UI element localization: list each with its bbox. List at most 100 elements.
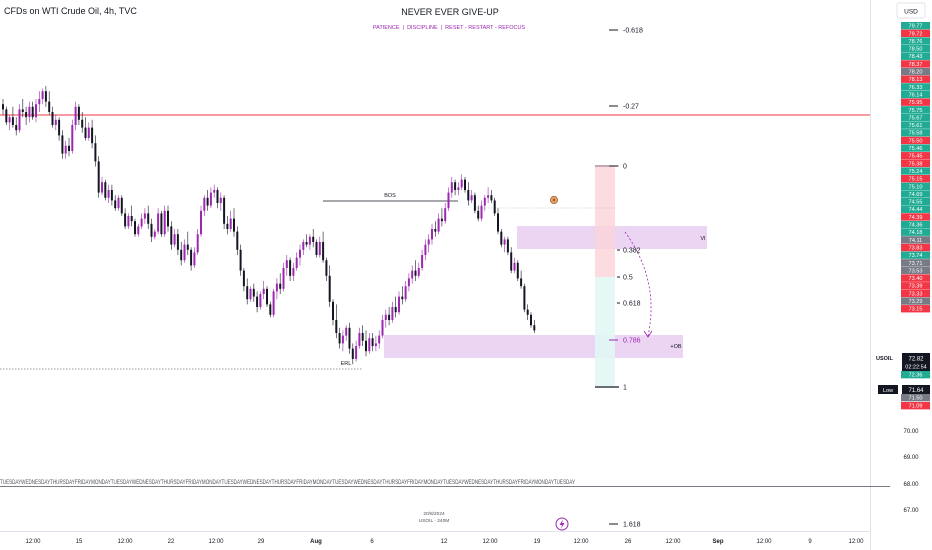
candle[interactable]	[282, 262, 285, 292]
candle[interactable]	[68, 138, 70, 157]
candle[interactable]	[322, 231, 325, 263]
candle[interactable]	[457, 182, 460, 196]
currency-button[interactable]: USD	[896, 2, 926, 19]
candle[interactable]	[388, 307, 391, 326]
candle[interactable]	[183, 239, 186, 263]
candle[interactable]	[193, 247, 196, 268]
candle[interactable]	[77, 104, 80, 125]
candle[interactable]	[35, 99, 37, 123]
candle[interactable]	[147, 205, 150, 229]
candle[interactable]	[411, 265, 414, 284]
candle[interactable]	[414, 260, 417, 281]
candle[interactable]	[401, 286, 404, 305]
fib-level[interactable]: -0.618	[609, 28, 643, 35]
candle[interactable]	[302, 239, 305, 255]
candle[interactable]	[308, 234, 311, 250]
candle[interactable]	[134, 218, 136, 237]
candle[interactable]	[450, 177, 453, 198]
candle[interactable]	[437, 213, 440, 235]
candle[interactable]	[328, 265, 331, 307]
candle[interactable]	[259, 291, 262, 310]
candle[interactable]	[404, 281, 407, 302]
fib-level[interactable]: 0	[595, 164, 627, 171]
candle[interactable]	[365, 330, 367, 357]
candle[interactable]	[312, 229, 315, 248]
candle[interactable]	[262, 281, 265, 300]
candle[interactable]	[361, 325, 364, 346]
candle[interactable]	[219, 192, 222, 211]
fib-level[interactable]: 0.382	[617, 248, 641, 255]
candle[interactable]	[124, 208, 127, 229]
candle[interactable]	[407, 273, 410, 292]
candle[interactable]	[483, 195, 486, 211]
candle[interactable]	[421, 249, 424, 271]
candle[interactable]	[236, 226, 239, 255]
candle[interactable]	[176, 229, 179, 255]
candle[interactable]	[467, 182, 470, 206]
candle[interactable]	[371, 333, 374, 352]
candle[interactable]	[355, 340, 358, 362]
candle[interactable]	[358, 327, 361, 349]
candle[interactable]	[2, 99, 4, 115]
candle[interactable]	[21, 99, 24, 118]
candle[interactable]	[140, 213, 143, 229]
candle[interactable]	[434, 221, 437, 237]
candle[interactable]	[424, 239, 427, 261]
candle[interactable]	[338, 327, 341, 349]
candle[interactable]	[5, 106, 8, 125]
candle[interactable]	[252, 283, 255, 302]
fib-level[interactable]: 0.5	[617, 275, 633, 282]
candle[interactable]	[533, 320, 536, 333]
candle[interactable]	[206, 190, 209, 211]
candle[interactable]	[110, 184, 113, 206]
candle[interactable]	[460, 174, 463, 190]
candle[interactable]	[292, 262, 295, 281]
candle[interactable]	[295, 252, 298, 271]
fib-level[interactable]: -0.27	[609, 104, 639, 111]
lightning-icon[interactable]	[555, 517, 569, 531]
candle[interactable]	[81, 112, 84, 133]
candle[interactable]	[530, 312, 532, 328]
candle[interactable]	[318, 236, 321, 258]
candle[interactable]	[41, 88, 44, 105]
candle[interactable]	[246, 278, 249, 305]
candle[interactable]	[513, 257, 516, 274]
candle[interactable]	[74, 101, 77, 131]
candle[interactable]	[249, 286, 252, 302]
candle[interactable]	[61, 130, 64, 159]
candle[interactable]	[180, 242, 183, 266]
fib-level[interactable]: 0.786	[609, 338, 641, 345]
candle[interactable]	[137, 223, 140, 237]
candle[interactable]	[289, 257, 292, 281]
candle[interactable]	[54, 114, 57, 131]
candle[interactable]	[510, 247, 513, 274]
candle[interactable]	[440, 208, 443, 227]
candle[interactable]	[351, 343, 354, 365]
candle[interactable]	[157, 208, 160, 235]
candle[interactable]	[97, 156, 100, 198]
candle[interactable]	[173, 229, 176, 248]
candle[interactable]	[374, 335, 377, 352]
candle[interactable]	[223, 195, 226, 229]
candle[interactable]	[130, 205, 133, 227]
candle[interactable]	[200, 205, 202, 237]
candle[interactable]	[163, 205, 166, 237]
candle[interactable]	[473, 192, 476, 214]
candle[interactable]	[325, 257, 328, 281]
candle[interactable]	[64, 140, 67, 159]
candle[interactable]	[368, 333, 371, 354]
candle[interactable]	[275, 278, 278, 300]
candle[interactable]	[490, 190, 493, 203]
candle[interactable]	[266, 286, 268, 307]
candle[interactable]	[150, 218, 153, 242]
candle[interactable]	[493, 197, 496, 216]
candle[interactable]	[107, 184, 110, 203]
candle[interactable]	[25, 106, 28, 125]
candle[interactable]	[104, 179, 107, 201]
candle[interactable]	[94, 135, 97, 167]
candle[interactable]	[170, 221, 173, 250]
candle[interactable]	[233, 208, 235, 237]
candle[interactable]	[44, 86, 47, 107]
fib-level[interactable]: 1.618	[609, 522, 641, 529]
candle[interactable]	[143, 208, 146, 224]
